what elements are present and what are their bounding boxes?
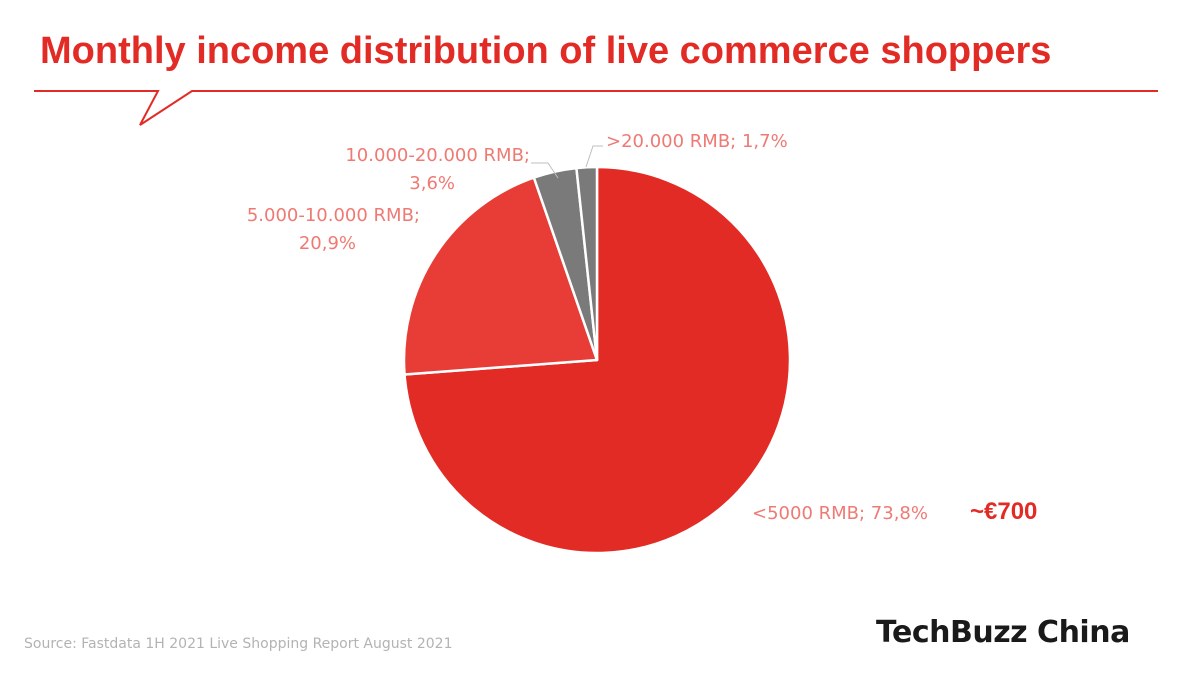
pie-slice-5000-10000 bbox=[402, 176, 599, 376]
techbuzz-china-logo: TechBuzz China bbox=[876, 615, 1130, 650]
chart-title: Monthly income distribution of live comm… bbox=[40, 30, 1052, 72]
leader-line-10000-20000 bbox=[531, 162, 559, 179]
label-slice-10000-20000-line2: 3,6% bbox=[409, 173, 455, 194]
leader-line-gt20000 bbox=[585, 145, 603, 168]
label-slice-gt20000: >20.000 RMB; 1,7% bbox=[606, 131, 788, 152]
label-slice-5000-10000-line1: 5.000-10.000 RMB; bbox=[246, 205, 420, 226]
pie-slice-gt20000 bbox=[575, 165, 599, 362]
currency-annotation: ~€700 bbox=[970, 498, 1038, 525]
label-slice-10000-20000: 10.000-20.000 RMB; 3,6% bbox=[310, 142, 530, 198]
label-slice-5000-10000: 5.000-10.000 RMB; 20,9% bbox=[220, 202, 420, 258]
label-slice-lt5000: <5000 RMB; 73,8% bbox=[752, 503, 928, 524]
label-slice-5000-10000-line2: 20,9% bbox=[298, 233, 356, 254]
source-note: Source: Fastdata 1H 2021 Live Shopping R… bbox=[24, 636, 453, 652]
label-slice-10000-20000-line1: 10.000-20.000 RMB; bbox=[345, 145, 530, 166]
